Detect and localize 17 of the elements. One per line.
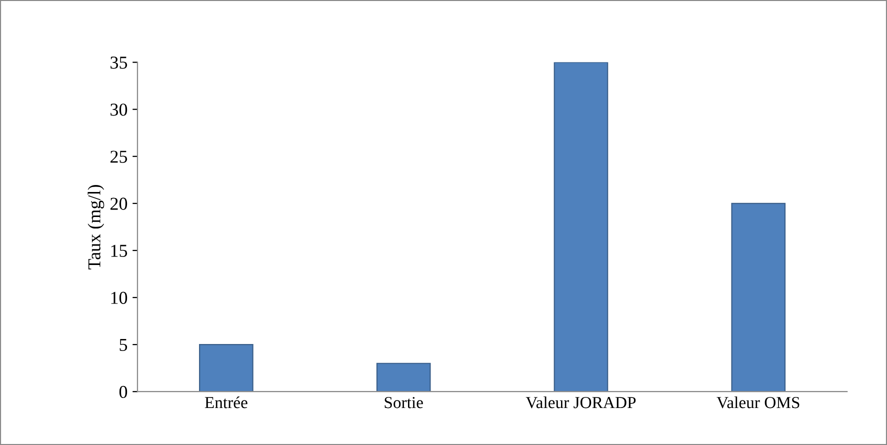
- y-tick-label: 30: [110, 104, 128, 116]
- x-tick-label: Entrée: [204, 396, 248, 408]
- y-tick-label: 10: [111, 292, 128, 304]
- y-tick-label: 5: [120, 339, 128, 351]
- y-tick-label: 20: [110, 198, 128, 210]
- y-axis-title: Taux (mg/l): [88, 185, 104, 270]
- bar: [731, 202, 786, 392]
- y-tick-label: 15: [111, 244, 128, 257]
- bar: [376, 362, 431, 392]
- x-tick-label: Sortie: [384, 396, 423, 408]
- bar: [554, 62, 608, 392]
- y-tick-label: 0: [119, 386, 128, 398]
- x-tick-label: Valeur JORADP: [526, 396, 636, 408]
- x-tick-label: Valeur OMS: [716, 396, 800, 408]
- bar: [199, 344, 254, 392]
- y-tick-label: 25: [110, 150, 128, 163]
- y-tick-label: 35: [110, 56, 128, 69]
